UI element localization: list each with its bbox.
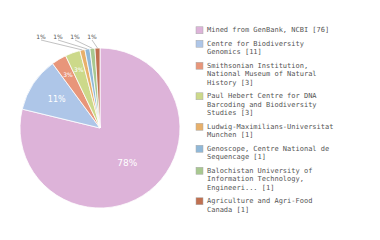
data-label: 1% — [36, 33, 46, 40]
chart: 78% 11% 3%3% 1% 1% 1% 1% Mined from GenBank, NC… — [0, 0, 380, 240]
pie-slice — [20, 48, 180, 208]
data-label: 3% — [74, 66, 84, 73]
slices — [20, 48, 180, 208]
leader-line — [58, 40, 87, 49]
data-label: 1% — [70, 33, 80, 40]
legend-swatch — [196, 123, 203, 130]
data-label: 11% — [48, 95, 66, 104]
legend-label: Smithsonian Institution,National Museum … — [207, 62, 317, 87]
legend-swatch — [196, 198, 203, 205]
legend-label: Agriculture and Agri-FoodCanada [1] — [207, 197, 312, 214]
pie-slice — [95, 48, 100, 128]
leader-line — [41, 40, 82, 50]
legend-swatch — [196, 93, 203, 100]
pie-slice — [85, 49, 100, 128]
legend-label: Balochistan University ofInformation Tec… — [207, 167, 312, 192]
legend-swatch — [196, 62, 203, 69]
leader-line — [75, 40, 92, 48]
data-label: 78% — [117, 158, 137, 168]
data-labels: 78% 11% 3%3% 1% 1% 1% 1% — [36, 33, 137, 168]
legend-swatch — [196, 145, 203, 152]
legend: Mined from GenBank, NCBI [76] Centre for … — [196, 26, 333, 214]
leader-line — [92, 40, 97, 48]
data-label: 3% — [63, 71, 73, 78]
legend-swatch — [196, 167, 203, 174]
legend-label: Paul Hebert Centre for DNABarcoding and … — [207, 92, 317, 117]
data-label: 1% — [87, 33, 97, 40]
data-label: 1% — [53, 33, 63, 40]
legend-label: Centre for BiodiversityGenomics [11] — [207, 40, 304, 57]
legend-label: Ludwig-Maximilians-UniversitatMunchen [1… — [207, 123, 333, 140]
legend-label: Mined from GenBank, NCBI [76] — [207, 26, 329, 34]
legend-swatch — [196, 40, 203, 47]
legend-label: Genoscope, Centre National deSequencage … — [207, 145, 329, 162]
legend-swatch — [196, 27, 203, 34]
pie-slice — [90, 48, 100, 128]
